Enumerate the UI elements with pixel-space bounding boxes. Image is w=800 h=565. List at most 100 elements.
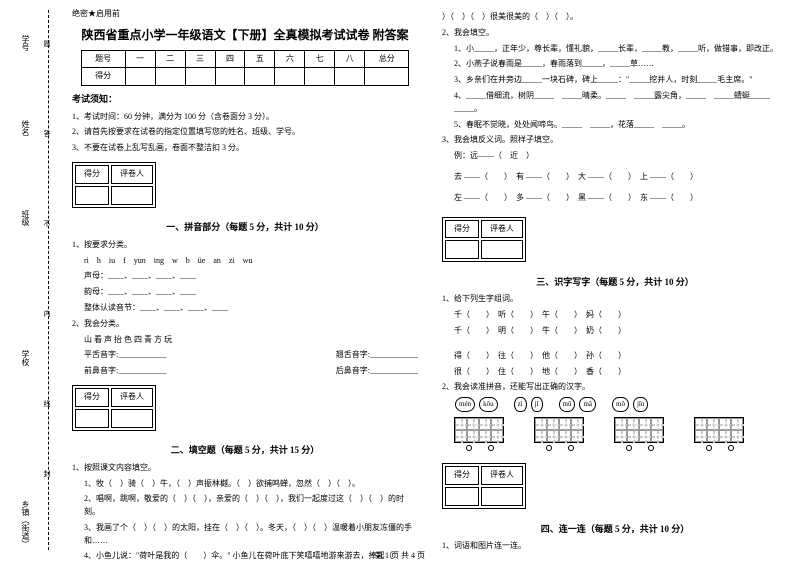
item: 3、我画了个（ ）（ ）的太阳，挂在（ ）（ ）。冬天，（ ）（ ）温暖着小朋友… [72,522,418,548]
shengmu: 声母：____、____、____、____ [72,270,418,283]
q: 1、按照课文内容填空。 [72,462,418,475]
bubble: mǔ [559,397,576,412]
th: 总分 [365,50,409,68]
item: 3、乡亲们在井旁边_____一块石碑，碑上_____："_____挖井人，时刻_… [442,74,788,87]
item: 1、小_____，正年少，尊长辈，懂礼貌，_____长辈，_____教，____… [442,43,788,56]
section-title: 一、拼音部分（每题 5 分，共计 10 分） [72,220,418,234]
cut-line [48,10,49,550]
item: 2、小燕子说春雨是_____，春雨落到_____，_____草…… [442,58,788,71]
row: 去 ——（ ） 有 ——（ ） 大 ——（ ） 上 ——（ ） [442,171,788,184]
houbi: 后鼻音字:____________ [336,365,418,378]
q: 2、我会填空。 [442,27,788,40]
page-footer: 第 1 页 共 4 页 [0,550,800,561]
q: 2、我会分类。 [72,318,418,331]
pinyin-pair: mǔ mǎ [558,397,598,412]
item: 4、_____借细流，树阴_____ _____晴柔。_____ _____露尖… [442,90,788,116]
pinyin-pair: mén kǒu [454,397,499,412]
gb-label: 得分 [445,220,479,239]
th: 六 [275,50,305,68]
secret-label: 绝密★启用前 [72,8,418,21]
sidebar-label: 乡镇（街道） [20,500,31,548]
grade-box: 得分评卷人 [442,217,526,263]
section-title: 三、识字写字（每题 5 分，共计 10 分） [442,275,788,289]
qiaoshe: 翘舌音字:____________ [336,349,418,362]
pinyin-pair: mǒ jīn [611,397,649,412]
th: 五 [245,50,275,68]
cut-label: 题 [42,40,52,47]
q: 1、按要求分类。 [72,239,418,252]
th: 三 [185,50,215,68]
sidebar-label: 学号 [20,35,31,51]
chars: 山 看 声 抬 色 四 青 方 玩 [72,334,418,347]
bubble: jīn [633,397,648,412]
item: 5、春眠不觉晓，处处闻啼鸟。_____ _____，花落_____ _____。 [442,119,788,132]
grade-box: 得分评卷人 [72,385,156,431]
row: 很（ ） 住（ ） 地（ ） 香（ ） [442,366,788,379]
exam-title: 陕西省重点小学一年级语文【下册】全真模拟考试试卷 附答案 [72,27,418,44]
section-title: 二、填空题（每题 5 分，共计 15 分） [72,443,418,457]
th: 八 [335,50,365,68]
score-table: 题号 一 二 三 四 五 六 七 八 总分 得分 [81,50,410,87]
notice-item: 1、考试时间：60 分钟，满分为 100 分（含卷面分 3 分）。 [72,111,418,124]
cut-label: 线 [42,400,52,407]
gb-label: 评卷人 [111,388,153,407]
row-label: 得分 [81,68,125,86]
left-column: 绝密★启用前 陕西省重点小学一年级语文【下册】全真模拟考试试卷 附答案 题号 一… [60,0,430,565]
gb-label: 评卷人 [481,220,523,239]
gb-label: 得分 [445,466,479,485]
gb-label: 得分 [75,388,109,407]
example: 例：远——（ 近 ） [442,150,788,163]
char-grid [614,417,664,443]
item: 1、牧（ ）骑（ ）牛，（ ）声振林樾。（ ）欲捕鸣蝉，忽然（ ）（ ）。 [72,478,418,491]
zhengti: 整体认读音节：____、____、____、____ [72,302,418,315]
q: 1、给下列生字组词。 [442,293,788,306]
cut-label: 不 [42,220,52,227]
yunmu: 韵母：____、____、____、____ [72,286,418,299]
char-grid [534,417,584,443]
bubble: zì [514,397,527,412]
bubble: mén [455,397,475,412]
char-grid [694,417,744,443]
cut-label: 内 [42,310,52,317]
q: 2、我会读准拼音，还能写出正确的汉字。 [442,381,788,394]
th: 一 [125,50,155,68]
right-column: ）（ ）（ ）很美很美的（ ）（ ）。 2、我会填空。 1、小_____，正年少… [430,0,800,565]
item: 2、唱啊，跳啊，敬爱的（ ）（ ），亲爱的（ ）（ ），我们一起度过这（ ）（ … [72,493,418,519]
sidebar-label: 学校 [20,350,31,366]
gb-label: 评卷人 [481,466,523,485]
gb-label: 得分 [75,165,109,184]
row: 左 ——（ ） 多 ——（ ） 黑 ——（ ） 东 ——（ ） [442,192,788,205]
q: 3、我会填反义词。照样子填空。 [442,134,788,147]
gb-label: 评卷人 [111,165,153,184]
row: 千（ ） 听（ ） 午（ ） 妈（ ） [442,309,788,322]
grade-box: 得分评卷人 [72,162,156,208]
grade-box: 得分评卷人 [442,463,526,509]
char-grid [454,417,504,443]
notice-item: 3、不要在试卷上乱写乱画，卷面不整洁扣 3 分。 [72,142,418,155]
bubble: mǎ [579,397,596,412]
row: 得（ ） 往（ ） 他（ ） 孙（ ） [442,350,788,363]
cut-label: 封 [42,470,52,477]
char-grids [442,415,788,456]
th: 七 [305,50,335,68]
th: 四 [215,50,245,68]
sidebar-label: 班级 [20,210,31,226]
bubble: jǐ [531,397,543,412]
section-title: 四、连一连（每题 5 分，共计 10 分） [442,522,788,536]
notice-title: 考试须知： [72,92,418,106]
sidebar-label: 姓名 [20,120,31,136]
binding-sidebar: 学号 姓名 班级 学校 乡镇（街道） 题 答 不 内 线 封 [0,0,60,565]
cont: ）（ ）（ ）很美很美的（ ）（ ）。 [442,11,788,24]
pinyin-line: ri h iu f yun ing w b üe an zi wu [72,255,418,268]
pinyin-pair: zì jǐ [513,397,544,412]
bubble: mǒ [612,397,629,412]
bubble: kǒu [479,397,498,412]
th: 题号 [81,50,125,68]
pingshe: 平舌音字:____________ [84,349,166,362]
notice-item: 2、请首先按要求在试卷的指定位置填写您的姓名、班级、学号。 [72,126,418,139]
cut-label: 答 [42,130,52,137]
th: 二 [155,50,185,68]
pinyin-bubbles: mén kǒu zì jǐ mǔ mǎ mǒ jīn [442,397,788,412]
row: 千（ ） 明（ ） 牛（ ） 奶（ ） [442,325,788,338]
qianbi: 前鼻音字:____________ [84,365,166,378]
